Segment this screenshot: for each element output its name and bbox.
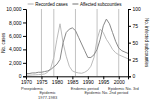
tick-mark [128,43,131,44]
annotation: Epidemic No. 3rd [108,86,139,91]
tick-label: 1975 [36,79,47,85]
axis-line [23,10,27,77]
legend-swatch [72,3,78,4]
tick: 0 [19,73,26,79]
tick: 4,000 [9,46,26,52]
tick-mark [23,9,26,10]
tick-label: 1980 [52,79,63,85]
tick: 50 [128,40,138,46]
vertical-line [118,9,119,76]
tick-mark [23,22,26,23]
tick-label: 25 [133,57,139,63]
tick: 8,000 [9,20,26,26]
annotation-line: Epidemic No. 3rd [108,86,139,91]
tick: 100 [128,6,141,12]
tick-label: 75 [133,23,139,29]
tick-label: 4,000 [9,46,22,52]
tick: 6,000 [9,33,26,39]
tick-mark [128,76,131,77]
tick: 1980 [52,76,63,85]
y2-axis-title: No. infected subcounties [144,18,149,68]
y-axis: 0 2,000 4,000 6,000 8,000 10,000 [6,6,26,79]
tick-mark [23,76,26,77]
legend-label: Recorded cases [35,2,68,7]
tick: 1970 [21,76,32,85]
y2-axis: 0 25 50 75 100 [128,6,141,79]
tick-label: 10,000 [6,6,22,12]
tick-label: 0 [19,73,22,79]
tick-label: 2000 [114,79,125,85]
tick: 2,000 [9,60,26,66]
vertical-line [41,9,42,76]
tick-label: 1970 [21,79,32,85]
tick-mark [128,59,131,60]
legend-label: Affected subcounties [80,2,122,7]
legend-item: Recorded cases [28,2,69,7]
series-line [26,19,128,74]
vertical-line [75,9,76,76]
tick-label: 2,000 [9,60,22,66]
y-axis-title: No. cases [1,32,6,53]
tick-mark [128,9,131,10]
tick: 75 [128,23,138,29]
plot-area [26,9,128,76]
x-axis: 1970 1975 1980 1985 1990 1995 2000 [21,76,129,85]
tick: 0 [128,73,136,79]
tick: 2000 [114,76,125,85]
annotations: PreepidemicEpidemic1977-1983Endemic peri… [21,86,139,100]
tick: 25 [128,57,138,63]
chart: PreepidemicEpidemic1977-1983Endemic peri… [0,0,150,101]
tick-mark [128,26,131,27]
tick-label: 1990 [83,79,94,85]
tick: 10,000 [6,6,26,12]
tick-label: 50 [133,40,139,46]
tick: 1990 [83,76,94,85]
tick: 1985 [67,76,78,85]
tick: 1975 [36,76,47,85]
legend: Recorded cases Affected subcounties [28,2,123,7]
annotation: Epidemic No. 2nd period [84,90,128,95]
tick-mark [23,63,26,64]
tick-label: 100 [133,6,142,12]
tick-label: 8,000 [9,20,22,26]
annotation-line: 1977-1983 [38,95,58,100]
tick-label: 6,000 [9,33,22,39]
tick-label: 1995 [98,79,109,85]
tick-mark [23,49,26,50]
axis-line [129,10,132,77]
legend-swatch [28,3,34,4]
tick-mark [23,36,26,37]
tick-label: 0 [133,73,136,79]
annotation: Epidemic1977-1983 [38,90,58,99]
annotation-line: Epidemic No. 2nd period [84,90,128,95]
tick: 1995 [98,76,109,85]
legend-item: Affected subcounties [72,2,122,7]
tick-label: 1985 [67,79,78,85]
